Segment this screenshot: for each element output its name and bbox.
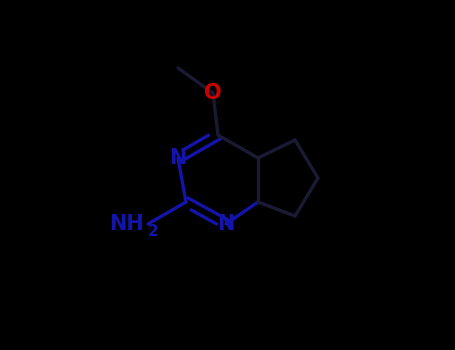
Text: NH: NH bbox=[109, 214, 144, 234]
Text: 2: 2 bbox=[148, 224, 159, 238]
Text: N: N bbox=[217, 214, 235, 234]
Text: O: O bbox=[204, 83, 222, 103]
Text: N: N bbox=[169, 148, 187, 168]
